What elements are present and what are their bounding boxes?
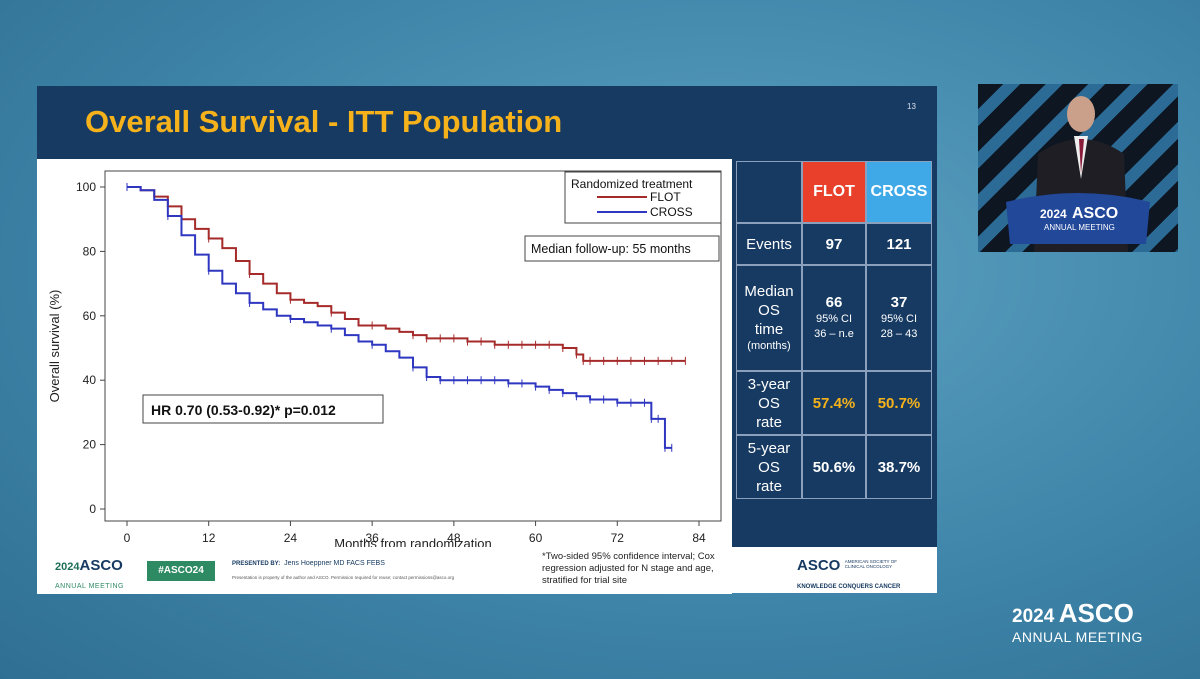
hr-box — [142, 394, 384, 424]
x-tick-label: 0 — [124, 531, 131, 545]
society-word: ASCO — [797, 557, 841, 574]
presenter-note: Presentation is property of the author a… — [232, 575, 455, 580]
three-year-label-line1: 3-year — [747, 375, 791, 393]
table-header-cross: CROSS — [866, 161, 932, 223]
three-year-flot: 57.4% — [802, 371, 866, 435]
corner-logo-year: 2024 — [1012, 606, 1055, 627]
x-tick-label: 72 — [611, 531, 625, 545]
median-os-cross: 37 95% CI 28 – 43 — [866, 265, 932, 371]
asco-annual-meeting-logo: 2024ASCO ANNUAL MEETING — [55, 557, 124, 593]
slide-footer: 2024ASCO ANNUAL MEETING #ASCO24 PRESENTE… — [37, 547, 937, 593]
y-tick-label: 0 — [89, 502, 96, 516]
three-year-cross: 50.7% — [866, 371, 932, 435]
speaker-image: 2024 ASCO ANNUAL MEETING — [1006, 96, 1150, 252]
three-year-label-line2: OS — [758, 394, 780, 412]
legend-label-cross: CROSS — [650, 205, 693, 219]
median-os-cross-value: 37 — [890, 294, 908, 311]
presenter-name: Jens Hoeppner MD FACS FEBS — [284, 560, 385, 567]
median-os-label-line1: Median — [744, 283, 794, 300]
speaker-head — [1067, 96, 1095, 132]
y-tick-label: 80 — [83, 244, 97, 258]
results-table: FLOT CROSS Events 97 121 Median OS time … — [732, 159, 937, 547]
median-os-flot-ci: 36 – n.e — [814, 328, 854, 340]
slide-title: Overall Survival - ITT Population — [85, 104, 563, 139]
x-tick-label: 48 — [447, 531, 461, 545]
median-os-label-unit: (months) — [747, 340, 791, 352]
x-tick-label: 84 — [692, 531, 706, 545]
table-corner-cell — [736, 161, 802, 223]
median-followup-text: Median follow-up: 55 months — [531, 242, 691, 256]
five-year-label-line2: OS — [758, 458, 780, 476]
row-label-3yr-os: 3-year OS rate — [736, 371, 802, 435]
three-year-label-line3: rate — [756, 413, 782, 431]
five-year-cross: 38.7% — [866, 435, 932, 499]
median-followup-box — [524, 235, 720, 262]
logo-sub: ANNUAL MEETING — [55, 583, 124, 590]
km-chart-svg: 0 20 40 60 80 100 0 12 24 36 48 60 72 84 Overall survi… — [47, 170, 722, 584]
society-name-2: CLINICAL ONCOLOGY — [844, 564, 893, 569]
logo-word: ASCO — [79, 557, 123, 574]
podium — [1006, 193, 1150, 244]
slide-number: 13 — [907, 102, 916, 111]
corner-logo-word: ASCO — [1058, 598, 1134, 628]
speaker-video: 2024 ASCO ANNUAL MEETING — [978, 84, 1178, 252]
hashtag-badge: #ASCO24 — [147, 561, 215, 581]
presented-by-label: PRESENTED BY: — [232, 561, 281, 567]
median-os-label-line3: time — [754, 321, 784, 338]
median-os-cross-ci: 28 – 43 — [880, 328, 918, 340]
legend-label-flot: FLOT — [650, 190, 681, 204]
corner-asco-logo: 2024 ASCO ANNUAL MEETING — [1012, 598, 1143, 647]
five-year-flot: 50.6% — [802, 435, 866, 499]
km-chart: 0 20 40 60 80 100 0 12 24 36 48 60 72 84 Overall survi… — [37, 159, 732, 594]
speaker-tie — [1079, 139, 1084, 174]
five-year-label-line3: rate — [756, 477, 782, 495]
hr-text: HR 0.70 (0.53-0.92)* p=0.012 — [151, 402, 336, 418]
median-os-flot-ci-label: 95% CI — [815, 313, 853, 325]
median-os-flot-value: 66 — [825, 294, 843, 311]
row-label-5yr-os: 5-year OS rate — [736, 435, 802, 499]
five-year-label-line1: 5-year — [747, 439, 791, 457]
row-label-events: Events — [736, 223, 802, 265]
slide-header: Overall Survival - ITT Population 13 — [37, 86, 937, 159]
x-tick-label: 60 — [529, 531, 543, 545]
footnote: *Two-sided 95% confidence interval; Cox … — [542, 551, 715, 586]
y-tick-label: 100 — [76, 180, 96, 194]
events-cross: 121 — [866, 223, 932, 265]
y-axis-label: Overall survival (%) — [47, 290, 62, 403]
table-header-flot: FLOT — [802, 161, 866, 223]
km-line-flot — [127, 186, 686, 362]
society-name-1: AMERICAN SOCIETY OF — [844, 559, 897, 564]
slide: Overall Survival - ITT Population 13 0 20… — [37, 86, 937, 594]
podium-logo-sub: ANNUAL MEETING — [1044, 223, 1115, 232]
row-label-median-os: Median OS time (months) — [736, 265, 802, 371]
podium-logo-word: ASCO — [1072, 205, 1118, 222]
events-flot: 97 — [802, 223, 866, 265]
x-tick-label: 24 — [284, 531, 298, 545]
plot-frame — [104, 170, 722, 522]
x-tick-label: 36 — [365, 531, 379, 545]
median-os-flot: 66 95% CI 36 – n.e — [802, 265, 866, 371]
median-os-label-line2: OS — [758, 302, 780, 319]
corner-logo-sub: ANNUAL MEETING — [1012, 629, 1143, 645]
logo-year: 2024 — [55, 561, 80, 573]
podium-logo-year: 2024 — [1040, 207, 1067, 221]
society-tagline: KNOWLEDGE CONQUERS CANCER — [797, 584, 901, 590]
y-tick-label: 60 — [83, 309, 97, 323]
km-line-cross — [127, 186, 672, 449]
presenter-line: PRESENTED BY: Jens Hoeppner MD FACS FEBS — [232, 560, 385, 567]
x-tick-label: 12 — [202, 531, 216, 545]
y-tick-label: 40 — [83, 373, 97, 387]
y-tick-label: 20 — [83, 438, 97, 452]
median-os-cross-ci-label: 95% CI — [880, 313, 918, 325]
asco-society-logo: ASCO AMERICAN SOCIETY OF CLINICAL ONCOLO… — [797, 557, 900, 593]
legend-title: Randomized treatment — [571, 177, 693, 191]
